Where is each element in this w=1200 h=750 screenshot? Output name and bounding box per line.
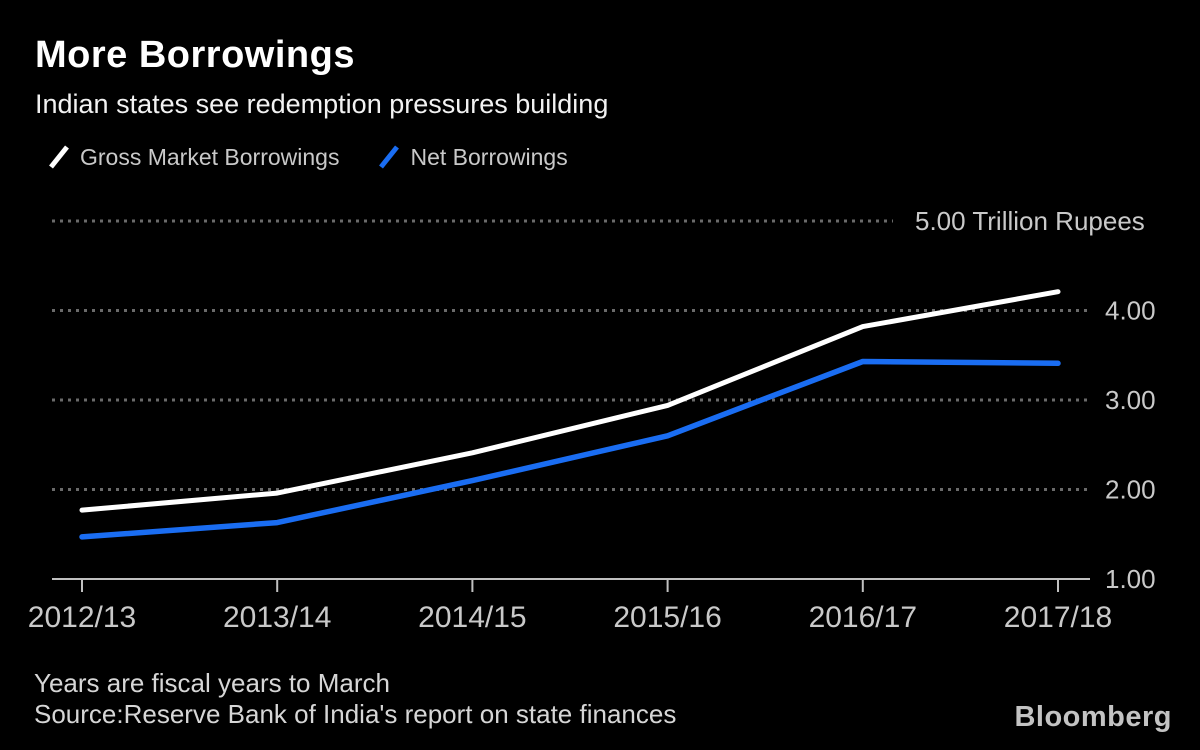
y-tick-label: 1.00 (1105, 564, 1156, 594)
series-line-net-borrowings (79, 358, 1061, 540)
y-tick-label: 3.00 (1105, 385, 1156, 415)
x-tick-label: 2015/16 (613, 601, 721, 634)
x-tick-label: 2012/13 (28, 601, 136, 634)
bloomberg-logo: Bloomberg (1014, 701, 1172, 733)
y-tick-label: 5.00 Trillion Rupees (915, 206, 1145, 236)
y-tick-label: 4.00 (1105, 296, 1156, 326)
net-borrowings-line-marker-icon (379, 145, 400, 169)
footnote-years: Years are fiscal years to March (34, 668, 390, 698)
legend: Gross Market Borrowings Net Borrowings (47, 144, 568, 170)
chart-title: More Borrowings (35, 34, 355, 76)
chart-footnotes: Years are fiscal years to March Source:R… (34, 668, 676, 730)
legend-label-net: Net Borrowings (410, 143, 568, 170)
gross-borrowings-line-marker-icon (49, 145, 69, 169)
footnote-source: Source:Reserve Bank of India's report on… (34, 699, 677, 729)
x-tick-label: 2013/14 (223, 601, 331, 634)
series-line-gross-market-borrowings (79, 289, 1061, 513)
x-tick-label: 2017/18 (1004, 601, 1112, 634)
x-tick-label: 2014/15 (418, 601, 526, 634)
legend-item-gross-market-borrowings: Gross Market Borrowings (47, 144, 339, 170)
chart-subtitle: Indian states see redemption pressures b… (35, 89, 609, 119)
legend-label-gross: Gross Market Borrowings (80, 143, 340, 170)
x-tick-label: 2016/17 (809, 601, 917, 634)
y-tick-label: 2.00 (1105, 475, 1156, 505)
legend-item-net-borrowings: Net Borrowings (377, 143, 568, 170)
